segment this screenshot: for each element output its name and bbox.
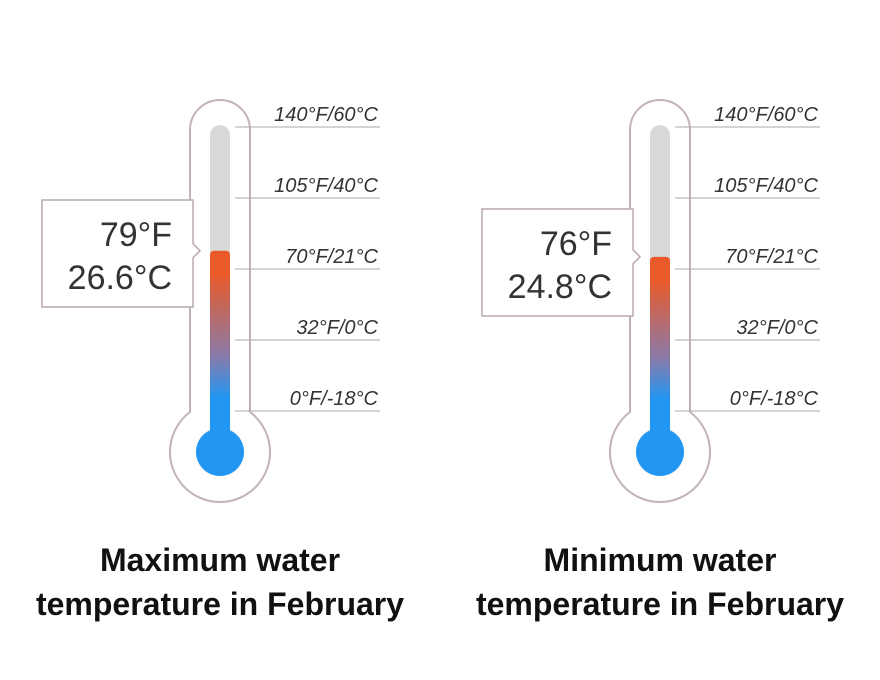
y-tick-label: 0°F/-18°C — [290, 388, 379, 410]
callout-box — [41, 199, 202, 308]
y-tick-label: 140°F/60°C — [274, 104, 378, 126]
y-tick-label: 140°F/60°C — [714, 104, 818, 126]
y-tick-label: 32°F/0°C — [296, 317, 378, 339]
callout-box — [481, 208, 642, 317]
value-label: 79°F — [100, 216, 172, 254]
chart-title: Minimum water temperature in February — [475, 542, 845, 622]
value-label: 76°F — [540, 225, 612, 263]
y-tick-label: 32°F/0°C — [736, 317, 818, 339]
y-tick-label: 105°F/40°C — [714, 175, 818, 197]
value-label-celsius: 24.8°C — [508, 268, 612, 306]
thermometer-bulb — [196, 428, 244, 476]
y-tick-label: 0°F/-18°C — [730, 388, 819, 410]
y-tick-label: 70°F/21°C — [725, 246, 818, 268]
thermometer-bulb — [636, 428, 684, 476]
thermometer-fill — [210, 250, 230, 440]
value-label-celsius: 26.6°C — [68, 259, 172, 297]
y-tick-label: 105°F/40°C — [274, 175, 378, 197]
thermometer-fill — [650, 256, 670, 440]
chart-title: Maximum water temperature in February — [35, 542, 405, 622]
y-tick-label: 70°F/21°C — [285, 246, 378, 268]
